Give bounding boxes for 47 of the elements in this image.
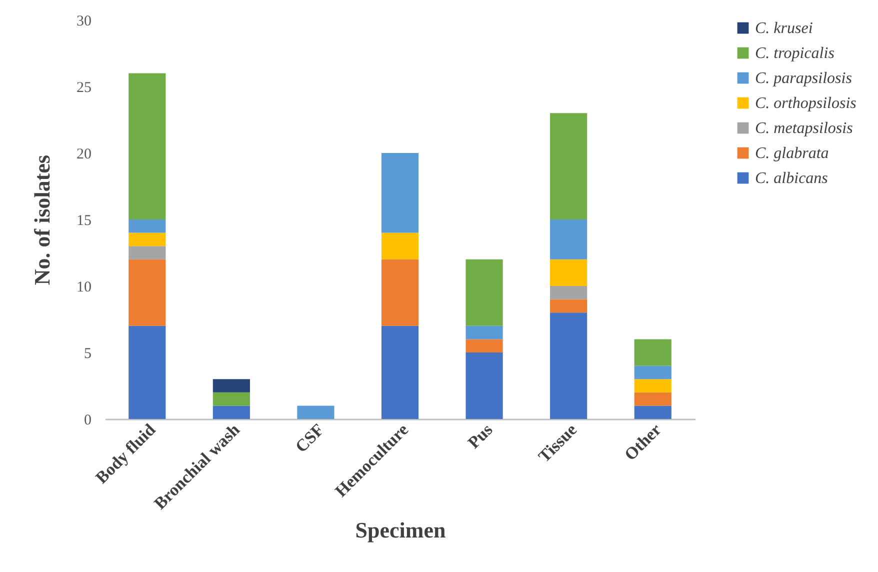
bar (466, 352, 503, 419)
bar (550, 299, 588, 313)
bar (550, 286, 588, 300)
bar (128, 232, 166, 246)
bar (212, 406, 250, 419)
y-tick-label: 15 (76, 213, 92, 229)
bar (634, 379, 672, 392)
bar (634, 392, 672, 406)
x-axis-title: Specimen (355, 517, 446, 542)
legend-label: C. tropicalis (755, 45, 834, 62)
legend-label: C. krusei (755, 20, 813, 37)
bar (634, 366, 672, 380)
bar (466, 339, 503, 352)
bar (466, 259, 503, 326)
bar (381, 153, 419, 233)
bar (466, 326, 503, 340)
bar (128, 246, 166, 260)
bar (550, 259, 588, 286)
bar (212, 379, 250, 392)
y-tick-label: 5 (84, 346, 92, 362)
bar (550, 312, 588, 419)
y-tick-label: 30 (76, 14, 92, 30)
bar (634, 339, 672, 366)
bar (550, 220, 588, 260)
legend-label: C. glabrata (755, 145, 829, 162)
bar (297, 406, 334, 419)
bar (381, 326, 419, 419)
x-tick-label: CSF (292, 420, 328, 456)
legend-label: C. orthopsilosis (755, 95, 856, 112)
bar (381, 232, 419, 260)
bar (128, 259, 166, 326)
legend-label: C. albicans (755, 170, 828, 187)
bar (381, 259, 419, 326)
bar (128, 326, 166, 419)
legend-label: C. parapsilosis (755, 70, 852, 87)
y-tick-label: 25 (76, 80, 92, 96)
y-tick-label: 0 (84, 412, 92, 428)
y-tick-label: 20 (76, 146, 92, 162)
bar (128, 220, 166, 233)
bar (212, 392, 250, 406)
bar (634, 406, 672, 419)
y-axis-title: No. of isolates (30, 154, 54, 286)
bar (128, 73, 166, 220)
x-tick-label: Pus (464, 420, 497, 452)
y-tick-label: 10 (76, 280, 92, 296)
legend-label: C. metapsilosis (755, 120, 853, 137)
bar (550, 113, 588, 220)
